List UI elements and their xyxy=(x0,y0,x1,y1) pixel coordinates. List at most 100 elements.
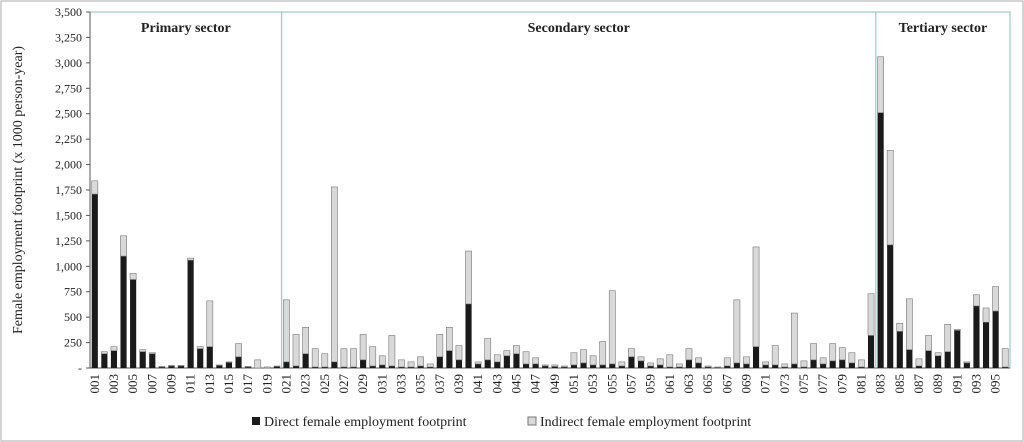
bar-segment xyxy=(743,363,750,368)
bar-segment xyxy=(158,366,166,368)
bar-segment xyxy=(599,364,606,368)
bar-segment xyxy=(973,294,980,307)
bar-segment xyxy=(915,365,923,368)
bar-segment xyxy=(474,361,482,365)
bar-segment xyxy=(685,359,693,368)
x-tick-label: 023 xyxy=(298,374,313,394)
bar-segment xyxy=(331,361,338,368)
y-tick-label: 3,000 xyxy=(55,56,82,70)
bar-segment xyxy=(886,150,894,246)
bar-segment xyxy=(906,349,913,368)
bar-segment xyxy=(1002,366,1009,368)
bar-segment xyxy=(800,360,808,368)
y-tick-label: 2,000 xyxy=(55,158,82,172)
bar-segment xyxy=(196,346,204,349)
bar-segment xyxy=(369,346,377,367)
bar-segment xyxy=(321,366,328,368)
bar-segment xyxy=(656,358,664,366)
bar-segment xyxy=(570,364,578,368)
x-tick-label: 061 xyxy=(662,374,677,394)
bar-segment xyxy=(436,356,443,368)
bar-segment xyxy=(800,366,808,368)
bar-segment xyxy=(599,341,607,366)
bar-segment xyxy=(551,366,558,368)
x-tick-label: 071 xyxy=(758,374,773,394)
bar-segment xyxy=(139,349,147,353)
x-tick-label: 039 xyxy=(451,374,466,394)
y-tick-label: 2,750 xyxy=(55,81,82,95)
x-tick-label: 087 xyxy=(911,374,926,394)
bar-segment xyxy=(896,331,903,368)
bar-segment xyxy=(148,352,156,355)
x-tick-label: 021 xyxy=(278,374,293,394)
x-tick-label: 029 xyxy=(355,374,370,394)
bar-segment xyxy=(120,235,127,257)
y-tick-label: 1,000 xyxy=(55,259,82,273)
y-tick-label: 1,750 xyxy=(55,183,82,197)
bar-segment xyxy=(475,363,482,368)
bar-segment xyxy=(561,365,568,368)
bar-segment xyxy=(992,311,999,368)
y-tick-label: 1,250 xyxy=(55,234,82,248)
x-tick-label: 037 xyxy=(432,374,447,394)
bar-segment xyxy=(618,361,626,367)
y-tick-label: 750 xyxy=(64,285,82,299)
bar-segment xyxy=(570,352,578,366)
bar-segment xyxy=(398,366,405,368)
bar-segment xyxy=(216,364,223,366)
bar-segment xyxy=(398,359,405,368)
x-tick-label: 093 xyxy=(968,374,983,394)
bar-segment xyxy=(484,338,492,361)
bar-segment xyxy=(647,362,654,367)
x-tick-label: 081 xyxy=(853,374,868,394)
bar-segment xyxy=(685,348,693,361)
bar-segment xyxy=(887,244,894,368)
bar-segment xyxy=(590,364,597,368)
bar-segment xyxy=(935,355,942,368)
bar-segment xyxy=(235,343,242,358)
bar-segment xyxy=(542,365,549,368)
sector-label: Tertiary sector xyxy=(899,21,988,36)
bar-segment xyxy=(723,357,731,367)
bar-segment xyxy=(772,364,779,368)
y-tick-label: 3,250 xyxy=(55,30,82,44)
x-tick-label: 095 xyxy=(988,374,1003,394)
x-tick-label: 057 xyxy=(623,374,638,394)
x-tick-label: 013 xyxy=(202,374,217,394)
bar-segment xyxy=(331,186,338,363)
bar-segment xyxy=(637,360,645,368)
bar-segment xyxy=(992,286,999,312)
bar-segment xyxy=(877,112,884,368)
bar-segment xyxy=(657,364,664,368)
x-tick-label: 049 xyxy=(547,374,562,394)
bar-segment xyxy=(867,293,875,336)
bar-segment xyxy=(359,334,367,361)
x-tick-label: 011 xyxy=(183,374,198,393)
bar-segment xyxy=(561,366,568,368)
bar-segment xyxy=(484,359,491,368)
sector-label: Secondary sector xyxy=(528,21,630,36)
bar-segment xyxy=(982,322,990,368)
x-tick-label: 003 xyxy=(106,374,121,394)
bar-segment xyxy=(791,312,798,365)
bar-segment xyxy=(177,365,185,367)
bar-segment xyxy=(589,355,597,366)
bar-segment xyxy=(187,257,194,261)
bar-segment xyxy=(628,348,635,358)
bar-segment xyxy=(896,322,904,332)
bar-segment xyxy=(379,364,386,368)
bar-segment xyxy=(944,323,952,353)
bar-segment xyxy=(369,365,376,368)
bar-segment xyxy=(465,303,472,368)
bar-segment xyxy=(982,307,990,323)
bar-segment xyxy=(704,365,712,368)
bar-segment xyxy=(676,363,683,368)
legend-swatch xyxy=(252,417,260,425)
bar-segment xyxy=(513,353,520,368)
x-tick-label: 067 xyxy=(719,374,734,394)
bar-segment xyxy=(695,357,702,364)
x-tick-label: 073 xyxy=(777,374,792,394)
bar-segment xyxy=(110,350,118,368)
